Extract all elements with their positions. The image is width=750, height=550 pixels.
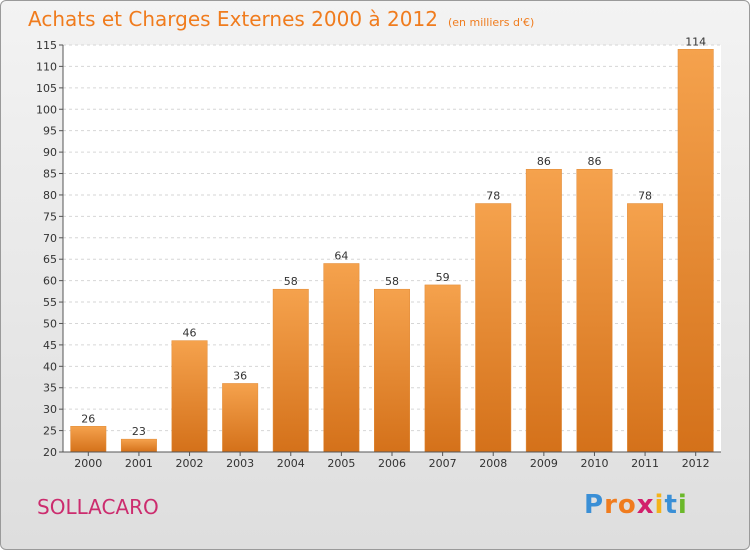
y-tick-label: 90: [43, 146, 57, 159]
y-tick-label: 95: [43, 125, 57, 138]
chart-title: Achats et Charges Externes 2000 à 2012 (e…: [28, 7, 534, 31]
bar-2005: [323, 263, 360, 453]
x-tick-label: 2004: [277, 457, 305, 470]
x-tick-label: 2010: [580, 457, 608, 470]
y-tick-label: 40: [43, 360, 57, 373]
y-tick-label: 45: [43, 339, 57, 352]
y-tick-label: 105: [36, 82, 57, 95]
y-tick-label: 115: [36, 39, 57, 52]
y-tick-label: 50: [43, 317, 57, 330]
bars: [70, 49, 714, 453]
bar-2010: [576, 168, 613, 453]
data-label-2011: 78: [638, 190, 652, 203]
y-tick-label: 55: [43, 296, 57, 309]
y-tick-label: 85: [43, 168, 57, 181]
x-tick-label: 2001: [125, 457, 153, 470]
y-tick-label: 110: [36, 60, 57, 73]
y-tick-label: 75: [43, 210, 57, 223]
bar-2000: [70, 426, 107, 453]
x-tick-label: 2009: [530, 457, 558, 470]
bar-2011: [627, 203, 664, 453]
bar-2003: [222, 383, 259, 453]
bar-2006: [374, 288, 410, 453]
data-label-2001: 23: [132, 425, 146, 438]
x-tick-label: 2008: [479, 457, 507, 470]
x-tick-label: 2002: [176, 457, 204, 470]
x-tick-label: 2000: [74, 457, 102, 470]
x-tick-label: 2007: [429, 457, 457, 470]
data-label-2009: 86: [537, 155, 551, 168]
data-label-2006: 58: [385, 275, 399, 288]
data-label-2004: 58: [284, 275, 298, 288]
y-tick-label: 60: [43, 275, 57, 288]
data-label-2012: 114: [685, 35, 706, 48]
commune-name: SOLLACARO: [37, 495, 159, 519]
labels: 20 25 30 35 40 45 50 55 60 65 70 75 80 85 90 95 100 105 11…: [36, 35, 710, 470]
y-tick-label: 65: [43, 253, 57, 266]
data-label-2005: 64: [334, 249, 348, 262]
y-tick-label: 100: [36, 103, 57, 116]
y-tick-label: 30: [43, 403, 57, 416]
x-tick-label: 2012: [682, 457, 710, 470]
y-tick-label: 25: [43, 425, 57, 438]
y-tick-label: 20: [43, 446, 57, 459]
x-tick-label: 2011: [631, 457, 659, 470]
data-label-2010: 86: [587, 155, 601, 168]
data-label-2003: 36: [233, 369, 247, 382]
bar-2012: [677, 49, 714, 453]
x-tick-label: 2003: [226, 457, 254, 470]
bar-2009: [525, 168, 562, 453]
data-label-2007: 59: [436, 271, 450, 284]
bar-2002: [171, 340, 208, 453]
bar-2004: [272, 288, 309, 453]
data-label-2008: 78: [486, 190, 500, 203]
y-tick-label: 35: [43, 382, 57, 395]
chart-subtitle: (en milliers d'€): [447, 16, 535, 29]
y-tick-label: 70: [43, 232, 57, 245]
x-tick-label: 2005: [327, 457, 355, 470]
proxiti-logo[interactable]: Proxiti: [584, 490, 688, 520]
axes: [59, 44, 721, 456]
bar-2007: [424, 284, 461, 453]
x-tick-label: 2006: [378, 457, 406, 470]
bar-2001: [120, 438, 157, 453]
bar-2008: [475, 203, 512, 453]
chart-title-text: Achats et Charges Externes 2000 à 2012: [28, 7, 438, 31]
y-tick-label: 80: [43, 189, 57, 202]
data-label-2002: 46: [183, 327, 197, 340]
data-label-2000: 26: [81, 412, 95, 425]
